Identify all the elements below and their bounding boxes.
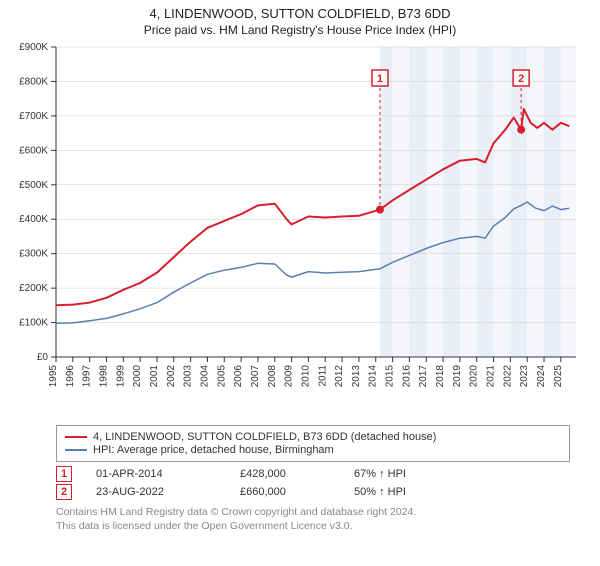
legend-row: HPI: Average price, detached house, Birm… — [65, 444, 561, 456]
marker-delta: 67% ↑ HPI — [354, 468, 444, 480]
svg-text:2016: 2016 — [401, 365, 412, 388]
svg-text:2025: 2025 — [553, 365, 564, 388]
svg-text:£400K: £400K — [19, 214, 48, 225]
svg-text:£800K: £800K — [19, 76, 48, 87]
marker-row: 1 01-APR-2014 £428,000 67% ↑ HPI — [56, 466, 570, 482]
svg-text:2009: 2009 — [284, 365, 295, 388]
marker-price: £428,000 — [240, 468, 330, 480]
svg-text:2022: 2022 — [502, 365, 513, 388]
legend-label: HPI: Average price, detached house, Birm… — [93, 444, 334, 456]
chart-area: £0 £100K £200K £300K £400K £500K £600K £700K £80… — [0, 43, 600, 423]
legend-label: 4, LINDENWOOD, SUTTON COLDFIELD, B73 6DD… — [93, 431, 436, 443]
svg-text:2004: 2004 — [199, 365, 210, 388]
svg-text:2021: 2021 — [486, 365, 497, 388]
chart-title: 4, LINDENWOOD, SUTTON COLDFIELD, B73 6DD — [0, 6, 600, 21]
svg-text:£900K: £900K — [19, 43, 48, 53]
svg-text:1999: 1999 — [115, 365, 126, 388]
svg-text:2005: 2005 — [216, 365, 227, 388]
svg-text:1995: 1995 — [48, 365, 59, 388]
footer-line-2: This data is licensed under the Open Gov… — [56, 520, 570, 534]
marker-price: £660,000 — [240, 486, 330, 498]
marker-delta: 50% ↑ HPI — [354, 486, 444, 498]
svg-text:2012: 2012 — [334, 365, 345, 388]
marker-row: 2 23-AUG-2022 £660,000 50% ↑ HPI — [56, 484, 570, 500]
footer-line-1: Contains HM Land Registry data © Crown c… — [56, 506, 570, 520]
svg-text:1998: 1998 — [98, 365, 109, 388]
svg-text:2018: 2018 — [435, 365, 446, 388]
legend-swatch — [65, 449, 87, 451]
svg-text:2015: 2015 — [385, 365, 396, 388]
svg-text:£200K: £200K — [19, 283, 48, 294]
svg-text:2002: 2002 — [166, 365, 177, 388]
marker-date: 01-APR-2014 — [96, 468, 216, 480]
svg-text:2023: 2023 — [519, 365, 530, 388]
marker-badge: 2 — [56, 484, 72, 500]
svg-text:2007: 2007 — [250, 365, 261, 388]
svg-text:2017: 2017 — [418, 365, 429, 388]
svg-text:2006: 2006 — [233, 365, 244, 388]
svg-text:1: 1 — [377, 73, 383, 85]
marker-badge: 1 — [56, 466, 72, 482]
marker-table: 1 01-APR-2014 £428,000 67% ↑ HPI 2 23-AUG-202… — [56, 466, 570, 500]
legend: 4, LINDENWOOD, SUTTON COLDFIELD, B73 6DD… — [56, 425, 570, 462]
legend-row: 4, LINDENWOOD, SUTTON COLDFIELD, B73 6DD… — [65, 431, 561, 443]
svg-text:1997: 1997 — [82, 365, 93, 388]
svg-text:1996: 1996 — [65, 365, 76, 388]
svg-text:£0: £0 — [37, 352, 49, 363]
svg-text:2010: 2010 — [300, 365, 311, 388]
svg-text:£300K: £300K — [19, 249, 48, 260]
svg-text:£600K: £600K — [19, 145, 48, 156]
footer-note: Contains HM Land Registry data © Crown c… — [56, 506, 570, 533]
svg-text:2: 2 — [518, 73, 524, 85]
chart-svg: £0 £100K £200K £300K £400K £500K £600K £700K £80… — [0, 43, 600, 423]
svg-text:£700K: £700K — [19, 111, 48, 122]
svg-text:2003: 2003 — [183, 365, 194, 388]
svg-text:2020: 2020 — [469, 365, 480, 388]
svg-text:2000: 2000 — [132, 365, 143, 388]
chart-subtitle: Price paid vs. HM Land Registry's House … — [0, 23, 600, 37]
svg-text:£500K: £500K — [19, 180, 48, 191]
svg-text:2001: 2001 — [149, 365, 160, 388]
svg-text:2019: 2019 — [452, 365, 463, 388]
svg-text:£100K: £100K — [19, 318, 48, 329]
svg-text:2011: 2011 — [317, 365, 328, 387]
marker-date: 23-AUG-2022 — [96, 486, 216, 498]
legend-swatch — [65, 436, 87, 438]
svg-text:2014: 2014 — [368, 365, 379, 388]
svg-text:2008: 2008 — [267, 365, 278, 388]
svg-text:2013: 2013 — [351, 365, 362, 388]
svg-text:2024: 2024 — [536, 365, 547, 388]
